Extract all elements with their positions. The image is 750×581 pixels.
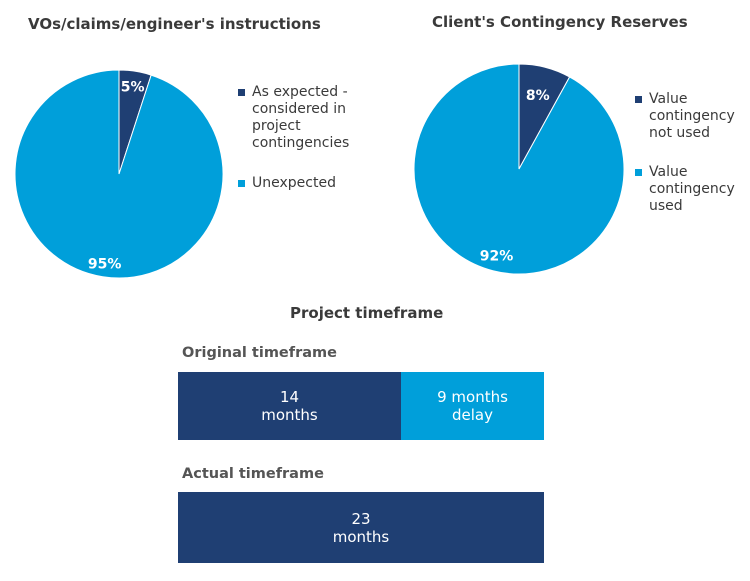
legend-label: Unexpected — [252, 175, 336, 191]
legend-swatch — [238, 180, 245, 187]
legend-label: As expected - considered in project cont… — [252, 84, 350, 151]
bar-data-label: 23 months — [332, 509, 390, 546]
pie1-legend: As expected - considered in project cont… — [238, 84, 368, 192]
pie2-title: Client's Contingency Reserves — [432, 13, 688, 31]
timeframe-bar-segment: 9 months delay — [401, 372, 544, 440]
timeframe-bar-segment: 14 months — [178, 372, 401, 440]
timeframe-title: Project timeframe — [290, 304, 444, 322]
pie-slice — [413, 63, 625, 275]
legend-item-unexpected: Unexpected — [238, 175, 368, 192]
legend-item-used: Value contingency used — [635, 164, 745, 215]
legend-item-as-expected: As expected - considered in project cont… — [238, 84, 368, 152]
pie-data-label: 5% — [121, 80, 145, 96]
pie-data-label: 8% — [526, 88, 550, 104]
pie1-title: VOs/claims/engineer's instructions — [28, 15, 321, 33]
legend-label: Value contingency not used — [649, 91, 735, 141]
pie-slice — [14, 69, 224, 279]
legend-swatch — [238, 89, 245, 96]
pie-chart-contingency-reserves: 8% 92% — [413, 63, 625, 275]
pie-data-label: 95% — [88, 256, 122, 272]
timeframe-bar-segment: 23 months — [178, 492, 544, 563]
bar-data-label: 9 months delay — [437, 388, 508, 424]
pie-data-label: 92% — [480, 248, 514, 264]
bar-data-label: 14 months — [261, 388, 318, 424]
legend-swatch — [635, 169, 642, 176]
actual-timeframe-label: Actual timeframe — [182, 466, 324, 482]
legend-label: Value contingency used — [649, 164, 735, 214]
original-timeframe-label: Original timeframe — [182, 345, 337, 361]
pie2-legend: Value contingency not used Value conting… — [635, 91, 745, 215]
legend-swatch — [635, 96, 642, 103]
pie-chart-vos-claims: 5% 95% — [14, 69, 224, 279]
legend-item-not-used: Value contingency not used — [635, 91, 745, 142]
